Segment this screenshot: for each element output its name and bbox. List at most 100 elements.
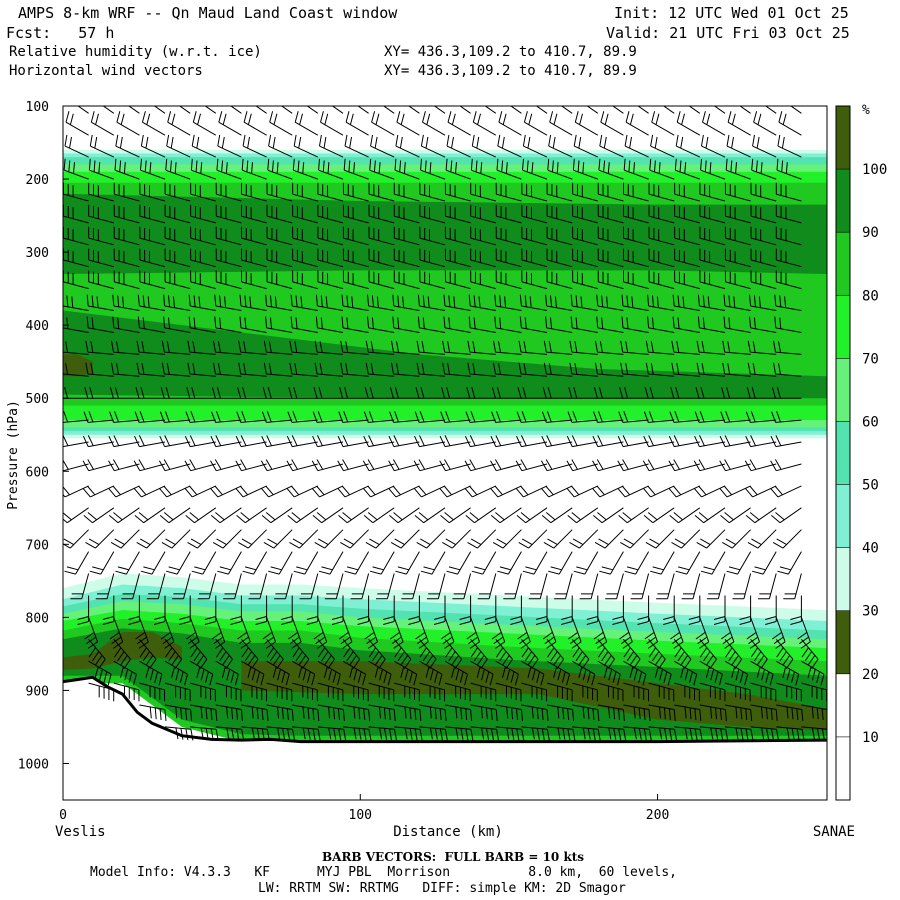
wind-barb-r27-c12 [394, 704, 422, 721]
wind-barb-r6-c16 [470, 226, 496, 246]
wind-barb-r12-c18 [518, 362, 548, 377]
wind-barb-r13-c23 [644, 387, 675, 399]
wind-barb-r19-c6 [212, 529, 242, 549]
wind-barb-r16-c18 [515, 459, 548, 472]
wind-barb-r28-c14 [444, 726, 474, 741]
wind-barb-r27-c2 [139, 704, 167, 721]
wind-barb-r27-c17 [521, 704, 549, 721]
wind-barb-r15-c16 [464, 435, 496, 448]
wind-barb-r16-c12 [362, 459, 395, 472]
wind-barb-r21-c24 [681, 573, 701, 600]
wind-barb-r12-c28 [773, 362, 802, 377]
right-endpoint-label: SANAE [813, 824, 855, 840]
wind-barb-r0-c21 [612, 106, 624, 114]
wind-barb-r2-c27 [752, 134, 777, 158]
wind-barb-r17-c12 [362, 485, 395, 498]
barb-note: BARB VECTORS: FULL BARB = 10 kts [322, 850, 585, 864]
wind-barb-r1-c20 [574, 111, 599, 136]
wind-barb-r13-c10 [313, 387, 343, 399]
wind-barb-r25-c22 [648, 660, 672, 686]
wind-barb-r9-c21 [596, 294, 624, 311]
wind-barb-r25-c14 [444, 660, 468, 686]
wind-barb-r4-c25 [699, 182, 726, 202]
wind-barb-r12-c1 [85, 362, 114, 377]
wind-barb-r15-c25 [694, 435, 726, 448]
wind-barb-r20-c0 [64, 551, 90, 575]
wind-barb-r27-c28 [801, 704, 827, 721]
colorbar-label-70: 70 [862, 351, 879, 367]
wind-barb-r23-c0 [84, 617, 98, 649]
wind-barb-r9-c9 [290, 294, 318, 311]
colorbar-label-90: 90 [862, 225, 879, 241]
wind-barb-r13-c8 [262, 387, 293, 399]
wind-barb-r20-c13 [395, 551, 420, 575]
wind-barb-r1-c18 [523, 111, 548, 136]
wind-barb-r8-c8 [266, 270, 293, 290]
wind-barb-r3-c8 [267, 158, 293, 180]
wind-barb-r11-c7 [238, 340, 267, 355]
wind-barb-r22-c17 [510, 595, 522, 625]
wind-barb-r28-c13 [419, 726, 448, 741]
wind-barb-r7-c17 [495, 248, 522, 268]
wind-barb-r14-c3 [134, 411, 166, 423]
wind-barb-r0-c22 [637, 106, 649, 114]
wind-barb-r22-c19 [561, 595, 573, 625]
wind-barb-r28-c9 [317, 726, 347, 741]
physics-info: LW: RRTM SW: RRTMG DIFF: simple KM: 2D S… [258, 881, 626, 896]
wind-barb-r9-c6 [214, 294, 242, 311]
wind-barb-r14-c1 [83, 411, 114, 423]
wind-barb-r0-c14 [433, 106, 446, 114]
wind-barb-r22-c14 [433, 595, 446, 625]
wind-barb-r1-c10 [320, 111, 344, 136]
y-tick-label-900: 900 [26, 684, 49, 699]
wind-barb-r20-c28 [777, 551, 802, 575]
wind-barb-r6-c23 [648, 226, 675, 246]
wind-barb-r7-c26 [724, 248, 751, 268]
wind-barb-r18-c17 [490, 507, 522, 524]
wind-barb-r24-c26 [750, 638, 768, 669]
wind-barb-r24-c24 [699, 638, 717, 669]
wind-barb-r22-c27 [765, 595, 777, 625]
x-tick-label-0: 0 [59, 808, 67, 823]
wind-barb-r21-c18 [528, 573, 548, 600]
wind-barb-r5-c6 [215, 204, 242, 224]
wind-barb-r27-c5 [215, 704, 243, 721]
wind-barb-r0-c27 [764, 106, 777, 114]
wind-barb-r7-c28 [775, 248, 802, 268]
wind-barb-r10-c24 [672, 316, 700, 333]
wind-barb-r10-c19 [545, 316, 573, 333]
wind-barb-r14-c25 [694, 411, 726, 423]
wind-barb-r20-c5 [191, 551, 217, 575]
wind-barb-r25-c3 [164, 660, 188, 686]
wind-barb-r23-c24 [695, 617, 710, 649]
wind-barb-r1-c9 [294, 111, 319, 136]
wind-barb-r11-c25 [696, 340, 726, 355]
wind-barb-r4-c12 [368, 182, 395, 202]
wind-barb-r6-c4 [164, 226, 191, 246]
wind-barb-r17-c4 [158, 485, 191, 498]
wind-barb-r17-c16 [464, 485, 497, 498]
wind-barb-r16-c13 [388, 459, 420, 472]
wind-barb-r2-c28 [777, 134, 802, 158]
wind-barb-r6-c24 [674, 226, 700, 246]
wind-barb-r15-c22 [617, 435, 649, 448]
wind-barb-r9-c3 [137, 294, 166, 311]
wind-barb-r2-c5 [191, 134, 217, 158]
wind-barb-r10-c25 [697, 316, 726, 333]
wind-barb-r1-c0 [65, 111, 89, 136]
wind-barb-r4-c28 [775, 182, 802, 202]
wind-barb-r23-c3 [160, 617, 175, 649]
wind-barb-r6-c18 [521, 226, 548, 246]
colorbar: 10 20 30 40 50 60 70 80 90 100 [835, 105, 887, 801]
wind-barb-r19-c22 [620, 529, 649, 549]
wind-barb-r11-c19 [543, 340, 573, 355]
wind-barb-r13-c26 [721, 387, 751, 399]
wind-barb-r18-c0 [63, 507, 89, 524]
wind-barb-r3-c10 [318, 158, 344, 180]
wind-barb-r2-c21 [599, 134, 624, 158]
wind-barb-r28-c10 [342, 726, 372, 741]
wind-barb-r21-c20 [579, 573, 599, 600]
wind-barb-r10-c20 [570, 316, 598, 333]
wind-barb-r21-c16 [477, 573, 497, 600]
wind-barb-r9-c19 [545, 294, 573, 311]
